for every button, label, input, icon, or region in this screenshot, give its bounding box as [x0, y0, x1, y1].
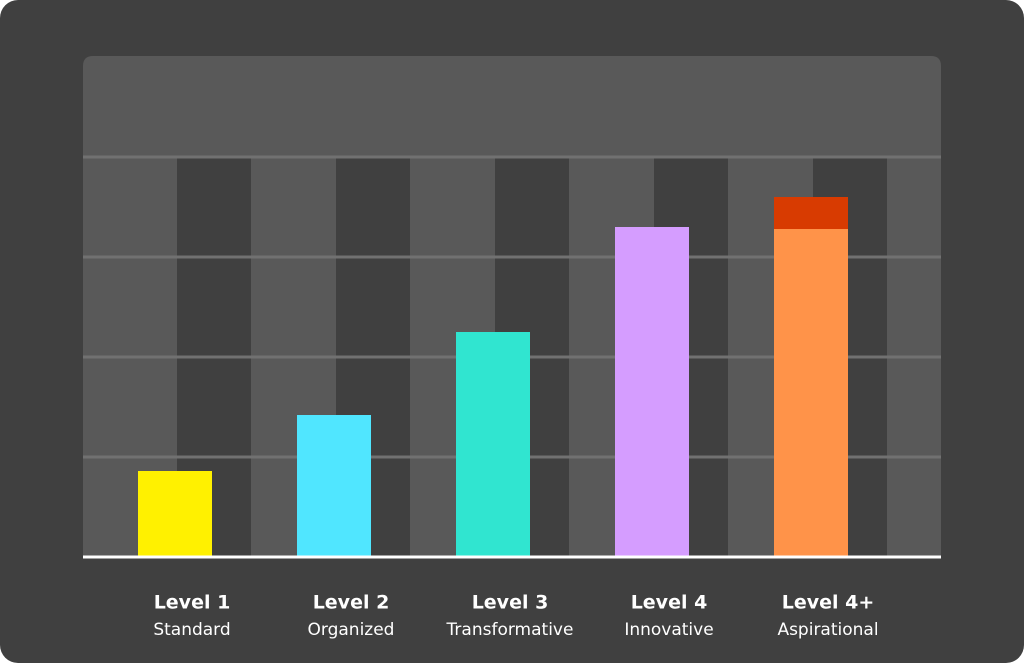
bar — [615, 227, 689, 557]
x-tick-label: Level 2 — [313, 592, 390, 614]
x-tick-label: Level 4+ — [782, 592, 875, 614]
x-tick-description: Standard — [153, 620, 230, 640]
x-tick-description: Aspirational — [777, 620, 878, 640]
x-tick-label: Level 4 — [631, 592, 708, 614]
x-tick-description: Organized — [308, 620, 395, 640]
bar — [297, 415, 371, 557]
bar — [456, 332, 530, 557]
x-tick-label: Level 3 — [472, 592, 549, 614]
x-tick-label: Level 1 — [154, 592, 231, 614]
bar — [774, 197, 848, 229]
x-tick-description: Innovative — [624, 620, 713, 640]
bar — [774, 229, 848, 557]
x-tick-description: Transformative — [446, 620, 574, 640]
bar — [138, 471, 212, 557]
